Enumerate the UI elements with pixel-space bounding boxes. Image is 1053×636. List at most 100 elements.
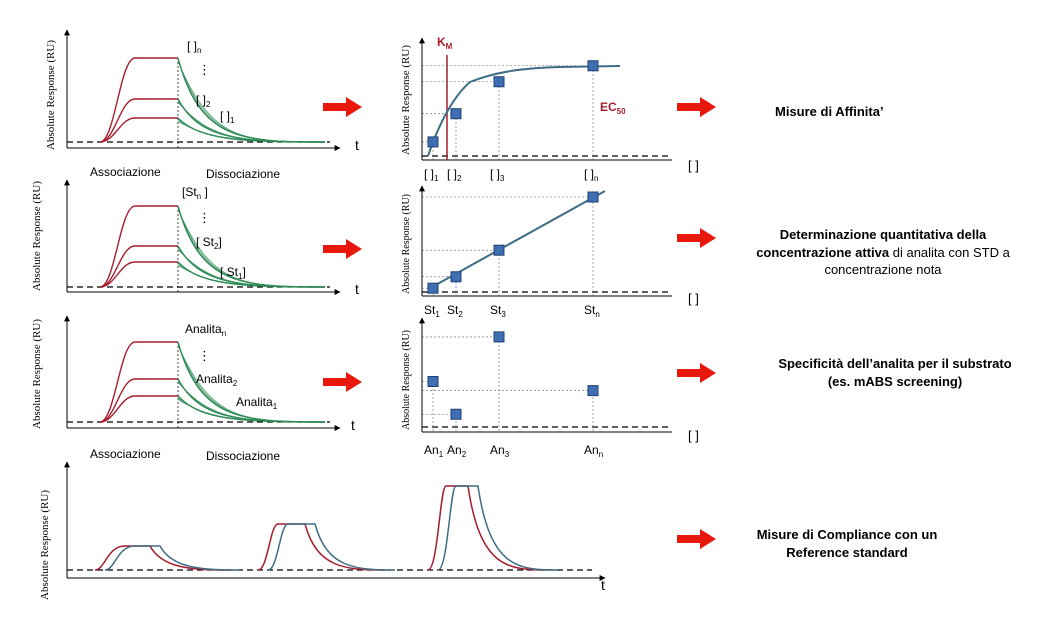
dissociation-curves [177, 341, 326, 423]
dissociation-curves [177, 57, 326, 143]
compliance-panel [64, 461, 606, 581]
x-tick-labels: St1 St2 St3 Stn [424, 303, 600, 319]
guide-lines [422, 336, 594, 431]
data-point [587, 385, 599, 397]
data-point [427, 376, 439, 387]
association-curves [99, 341, 178, 423]
compliance-curves [94, 485, 559, 571]
conc-axis-label: [ ] [688, 158, 699, 173]
ec50-label: EC50 [600, 100, 626, 116]
affinity-plot [419, 37, 672, 161]
reference-curve [437, 485, 559, 571]
label-bot-sub: 1 [238, 272, 243, 281]
data-point [493, 76, 505, 88]
x-tick-label: St3 [490, 303, 506, 319]
x-tick-label: St2 [447, 303, 463, 319]
svg-text:Analitan: Analitan [185, 322, 226, 338]
y-axis-label: Absolute Response (RU) [401, 194, 412, 294]
sample-curve [257, 523, 386, 571]
label-mid-sub: 2 [233, 379, 238, 388]
x-tick-label: [ ]3 [490, 167, 505, 183]
y-axis-label: Absolute Response (RU) [45, 40, 57, 150]
x-tick-label: Ann [584, 443, 603, 459]
phase-assoc-label: Associazione [90, 165, 161, 179]
phase-assoc-label: Associazione [90, 447, 161, 461]
svg-text:Analita1: Analita1 [236, 395, 278, 411]
label-mid: [ ] [196, 93, 206, 107]
y-axis-label: Absolute Response (RU) [31, 319, 43, 429]
dissociation-curves [177, 205, 326, 288]
association-curve [99, 395, 178, 423]
data-point [427, 282, 439, 294]
description-compliance: Misure di Compliance con un Reference st… [756, 527, 938, 560]
t-label: t [601, 577, 605, 593]
label-bot: Analita [236, 395, 273, 409]
dissociation-curve [177, 265, 326, 288]
data-point [587, 60, 599, 72]
phase-dissoc-label: Dissociazione [206, 167, 280, 181]
flow-arrows [323, 97, 716, 549]
t-label: t [355, 137, 359, 153]
label-top-sub: n [197, 46, 201, 55]
x-tick-label: An3 [490, 443, 510, 459]
km-label: KM [437, 35, 453, 51]
t-label: t [355, 281, 359, 297]
label-top-sub: n [222, 329, 226, 338]
reference-curve [104, 545, 241, 571]
association-curve [99, 57, 178, 143]
ec-text: EC [600, 100, 617, 114]
t-label: t [351, 417, 355, 433]
svg-text:[ St1]: [ St1] [220, 265, 246, 281]
y-axis-label: Absolute Response (RU) [39, 490, 51, 600]
sensorgram-panel-2 [64, 179, 341, 295]
sensorgram-panel-1 [64, 29, 341, 151]
description-affinity: Misure di Affinita’ [775, 104, 884, 119]
svg-text:[ ]2: [ ]2 [196, 93, 211, 109]
km-sub: M [446, 42, 453, 51]
conc-axis-label: [ ] [688, 291, 699, 306]
arrow-right [677, 97, 716, 117]
label-bot: [ ] [220, 109, 230, 123]
label-bot-end: ] [242, 265, 245, 279]
svg-text:[ ]n: [ ]n [187, 39, 201, 55]
ellipsis: ⋮ [198, 62, 211, 77]
association-curve [99, 261, 178, 288]
x-tick-label: [ ]2 [447, 167, 462, 183]
hyperbolic-fit-curve [427, 65, 621, 157]
arrow-right [677, 228, 716, 248]
arrow-right [677, 363, 716, 383]
label-top: Analita [185, 322, 222, 336]
label-bot-sub: 1 [230, 116, 235, 125]
label-top: [St [182, 185, 197, 199]
label-mid-sub: 2 [214, 242, 219, 251]
data-points [427, 191, 599, 294]
association-curves [99, 205, 178, 288]
dissociation-curve [177, 121, 326, 143]
label-mid-sub: 2 [206, 100, 211, 109]
conc-axis-label: [ ] [688, 428, 699, 443]
analyte-labels: Analitan ⋮ Analita2 Analita1 [185, 322, 278, 411]
y-axis-label: Absolute Response (RU) [400, 45, 412, 155]
x-tick-label: [ ]n [584, 167, 598, 183]
svg-text:[Stn ]: [Stn ] [182, 185, 208, 201]
phase-dissoc-label: Dissociazione [206, 449, 280, 463]
x-tick-label: [ ]1 [424, 167, 439, 183]
km-text: K [437, 35, 446, 49]
data-point [493, 331, 505, 343]
x-tick-label: St1 [424, 303, 440, 319]
x-tick-labels: An1 An2 An3 Ann [424, 443, 603, 459]
description-quantitation: Determinazione quantitativa della concen… [752, 226, 1014, 279]
standard-labels: [Stn ] ⋮ [ St2] [ St1] [182, 185, 246, 281]
association-curves [99, 57, 178, 143]
data-points [427, 60, 599, 148]
x-tick-label: An2 [447, 443, 467, 459]
y-axis-label: Absolute Response (RU) [31, 181, 43, 291]
arrow-right [323, 97, 362, 117]
data-point [587, 191, 599, 203]
y-axis-label: Absolute Response (RU) [401, 330, 412, 430]
description-bold: Determinazione quantitativa della concen… [756, 227, 987, 260]
description-rest: di analita con STD a concentrazione nota [824, 244, 1010, 278]
label-top: [ ] [187, 39, 197, 53]
data-point [450, 408, 462, 420]
